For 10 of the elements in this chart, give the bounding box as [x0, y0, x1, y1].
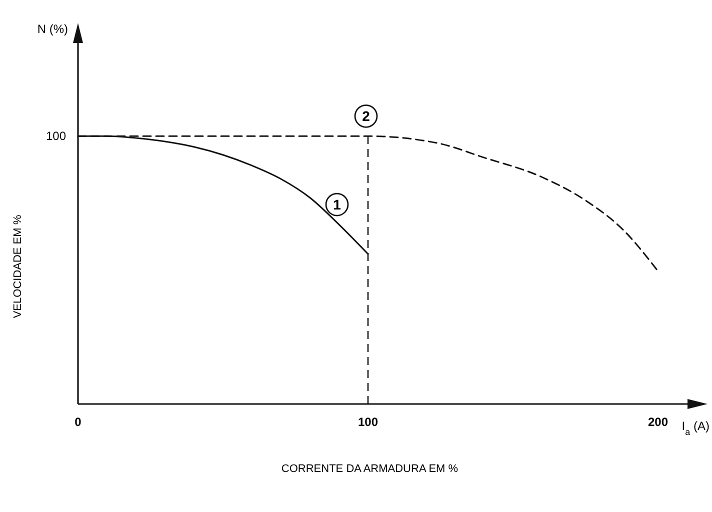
annotation: 1 — [333, 196, 342, 213]
x-tick-label: 0 — [74, 415, 82, 429]
text: N (%) — [37, 22, 68, 36]
text: I$_{a}$ (A) — [682, 419, 710, 437]
x-axis-title: CORRENTE DA ARMADURA EM % — [281, 463, 458, 475]
text: 100 — [46, 129, 66, 144]
annotation: 2 — [362, 108, 370, 124]
x-tick-label: 200 — [648, 415, 668, 429]
y-axis-title: VELOCIDADE EM % — [12, 214, 24, 318]
x-tick-label: 100 — [358, 415, 378, 429]
